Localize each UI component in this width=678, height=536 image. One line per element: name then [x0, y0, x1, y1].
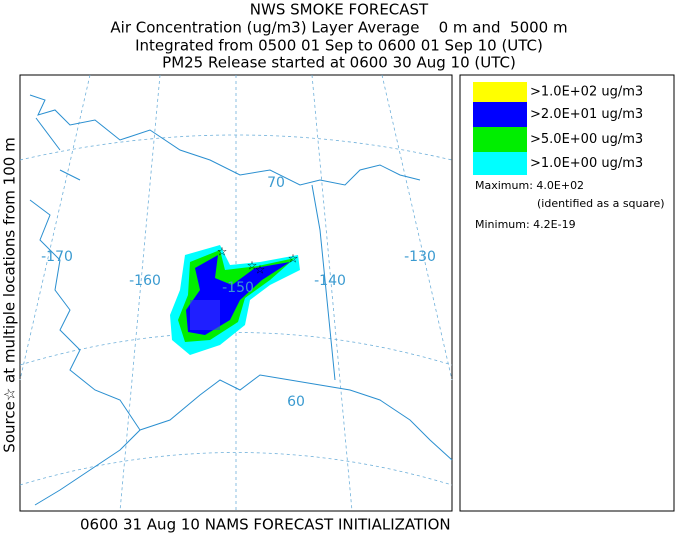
legend-swatch — [473, 102, 527, 127]
svg-text:☆: ☆ — [247, 259, 258, 273]
lat-label: 70 — [267, 175, 285, 191]
legend: Maximum: 4.0E+02 (identified as a square… — [459, 74, 675, 512]
lon-label: -150 — [222, 280, 254, 296]
lat-label: 60 — [287, 394, 305, 410]
legend-label: >5.0E+00 ug/m3 — [530, 132, 643, 147]
minimum: Minimum: 4.2E-19 — [475, 218, 576, 231]
lon-label: -140 — [314, 273, 346, 289]
legend-label: >1.0E+00 ug/m3 — [530, 156, 643, 171]
maximum-note: (identified as a square) — [537, 197, 665, 210]
map: ☆ ☆ ☆ ☆ -170 -160 -150 -140 -130 70 60 — [19, 74, 453, 512]
coastline — [29, 94, 453, 506]
source-stars: ☆ ☆ ☆ ☆ — [217, 245, 299, 277]
legend-swatch — [473, 152, 527, 175]
svg-text:☆: ☆ — [288, 252, 299, 266]
svg-text:☆: ☆ — [217, 245, 228, 259]
svg-text:☆: ☆ — [255, 263, 266, 277]
side-label: Source☆ at multiple locations from 100 m — [1, 137, 19, 452]
lon-label: -160 — [129, 273, 161, 289]
legend-label: >2.0E+01 ug/m3 — [530, 107, 643, 122]
lon-label: -170 — [41, 249, 73, 265]
smoke-plume — [170, 245, 300, 355]
title: NWS SMOKE FORECAST — [250, 1, 429, 19]
maximum: Maximum: 4.0E+02 — [475, 179, 584, 192]
footer: 0600 31 Aug 10 NAMS FORECAST INITIALIZAT… — [80, 516, 451, 534]
lon-label: -130 — [404, 249, 436, 265]
subtitle: Air Concentration (ug/m3) Layer Average … — [110, 19, 567, 37]
legend-swatch — [473, 127, 527, 152]
subtitle: PM25 Release started at 0600 30 Aug 10 (… — [162, 54, 516, 72]
subtitle: Integrated from 0500 01 Sep to 0600 01 S… — [135, 37, 543, 55]
legend-swatch — [473, 82, 527, 102]
legend-label: >1.0E+02 ug/m3 — [530, 85, 643, 100]
